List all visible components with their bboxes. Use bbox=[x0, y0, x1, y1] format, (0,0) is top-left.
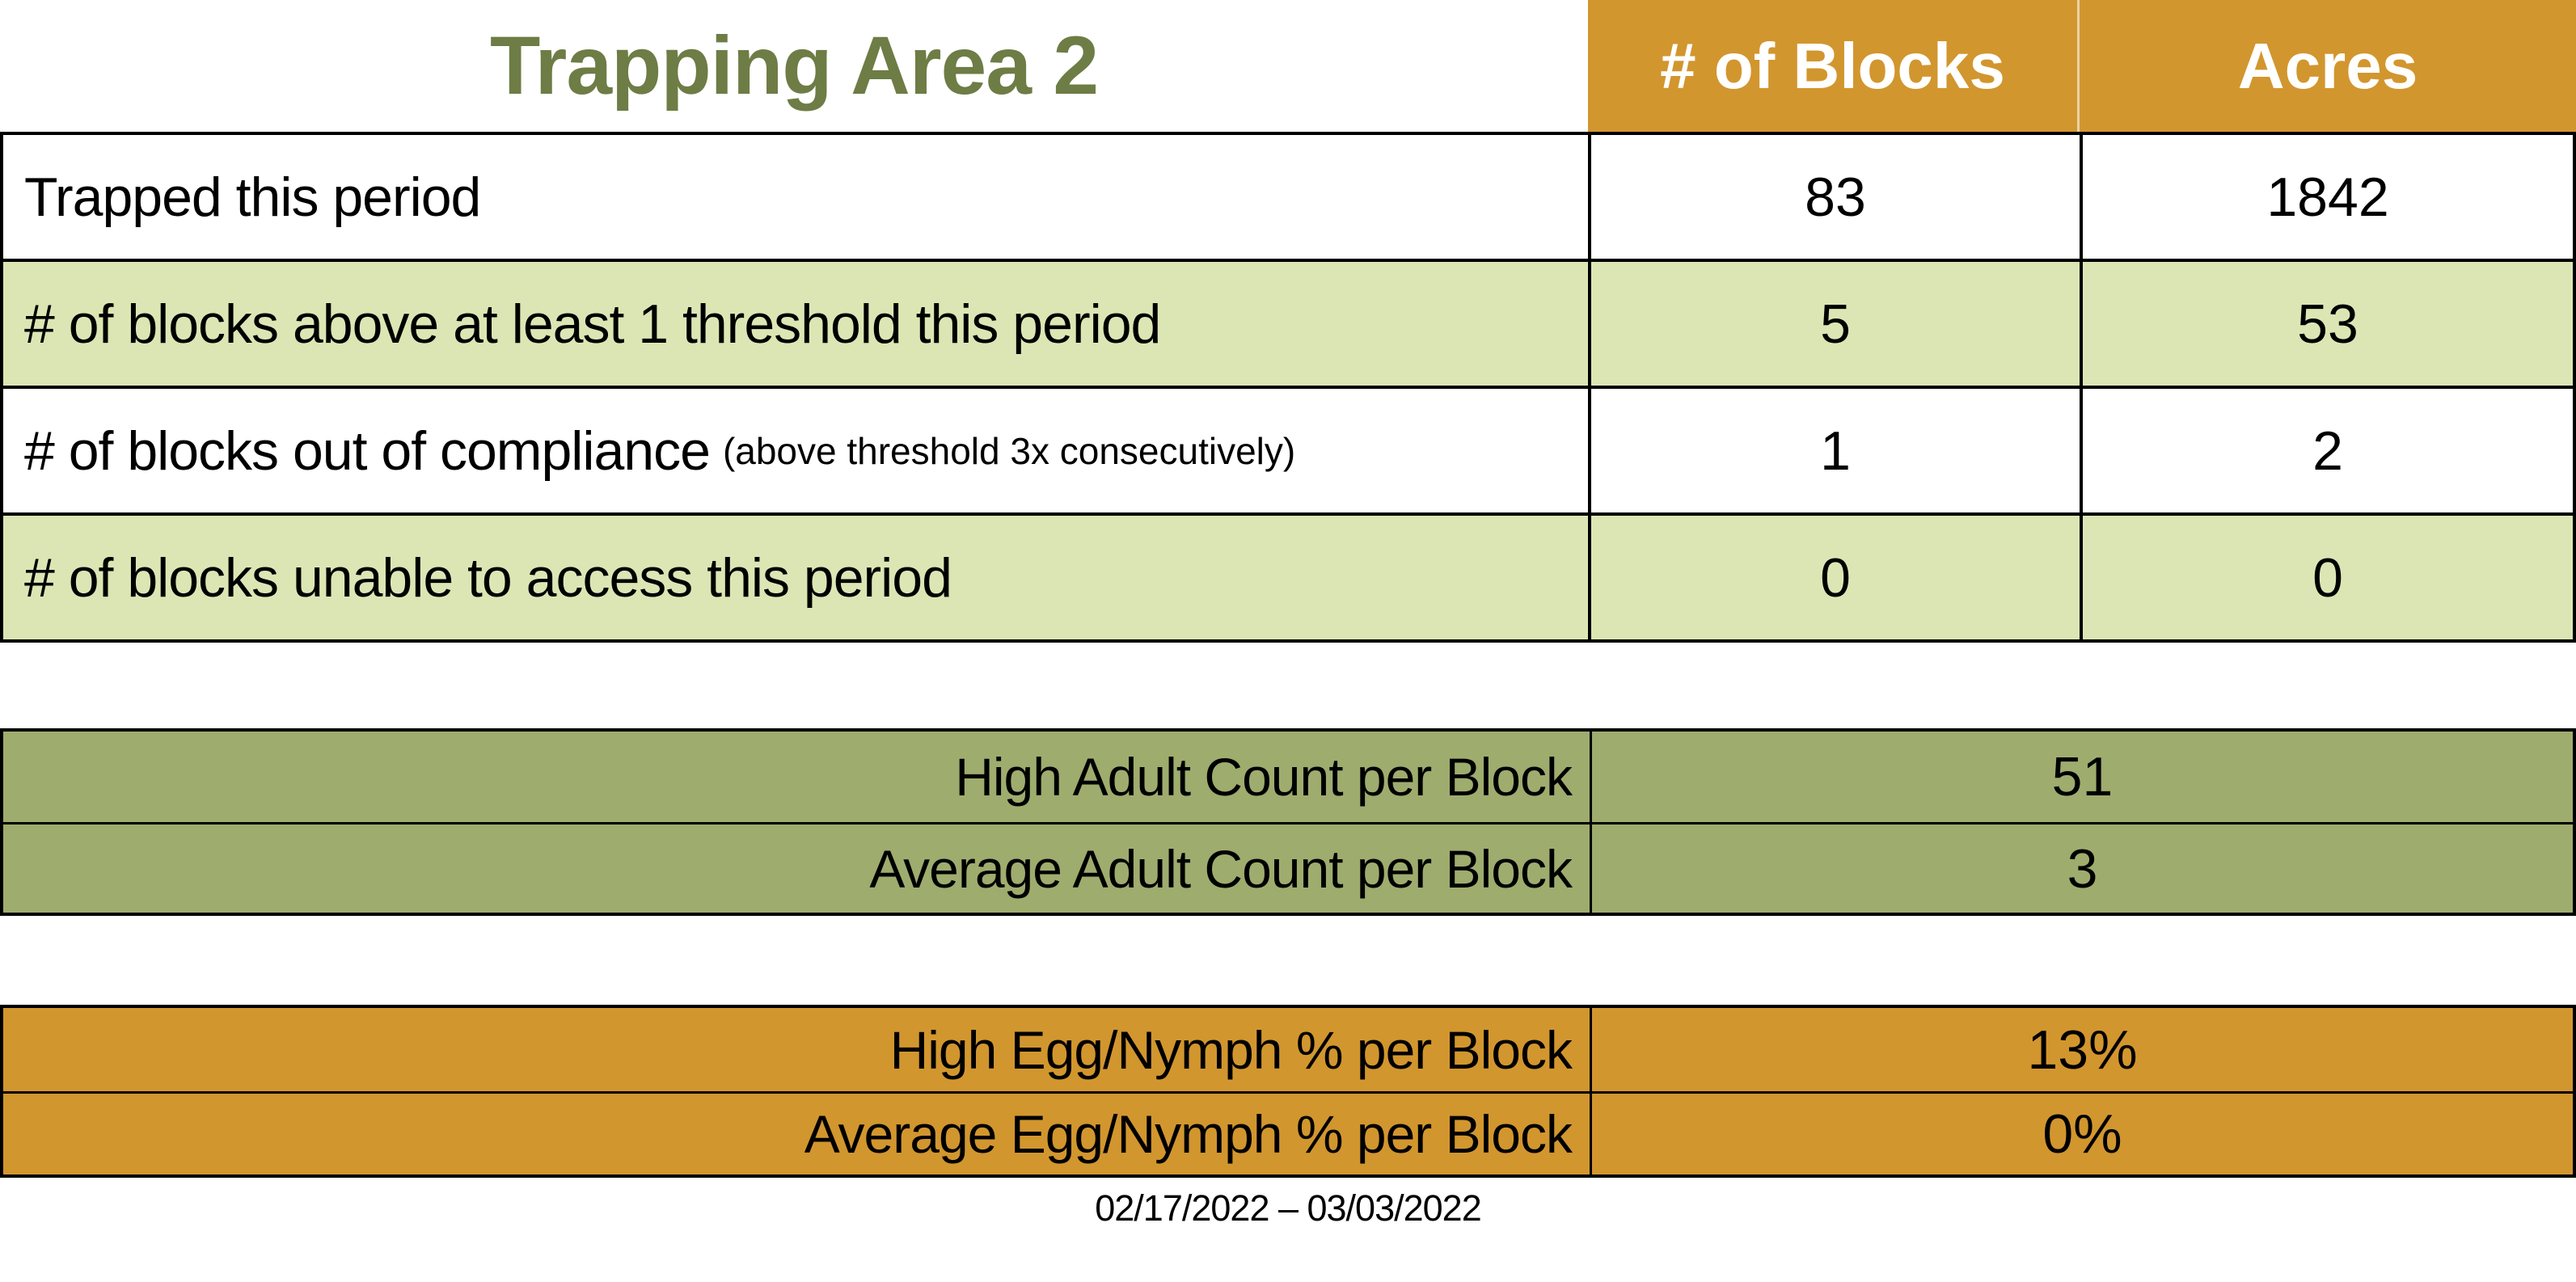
table-row-above-threshold: # of blocks above at least 1 threshold t… bbox=[0, 262, 2576, 389]
blocks-value: 0 bbox=[1588, 516, 2080, 639]
blocks-value: 83 bbox=[1588, 135, 2080, 259]
acres-value: 0 bbox=[2080, 516, 2573, 639]
adult-count-section: High Adult Count per Block 51 Average Ad… bbox=[0, 728, 2576, 916]
section-row-average-adult: Average Adult Count per Block 3 bbox=[3, 822, 2573, 913]
date-range-caption: 02/17/2022 – 03/03/2022 bbox=[1095, 1187, 1481, 1229]
table-row-trapped: Trapped this period 83 1842 bbox=[0, 135, 2576, 262]
section-row-label: Average Egg/Nymph % per Block bbox=[3, 1094, 1592, 1174]
section-row-value: 51 bbox=[2051, 746, 2114, 808]
egg-nymph-section: High Egg/Nymph % per Block 13% Average E… bbox=[0, 1005, 2576, 1178]
row-label-text: # of blocks above at least 1 threshold t… bbox=[24, 293, 1161, 355]
row-label-text: Trapped this period bbox=[24, 166, 481, 228]
row-label-note: (above threshold 3x consecutively) bbox=[722, 429, 1296, 472]
row-label: # of blocks unable to access this period bbox=[3, 516, 1588, 639]
section-row-label: Average Adult Count per Block bbox=[3, 824, 1592, 913]
trapping-table: Trapped this period 83 1842 # of blocks … bbox=[0, 132, 2576, 643]
page-title: Trapping Area 2 bbox=[489, 19, 1099, 112]
table-row-out-of-compliance: # of blocks out of compliance (above thr… bbox=[0, 389, 2576, 516]
row-label-text: # of blocks out of compliance bbox=[24, 420, 711, 482]
row-label: # of blocks above at least 1 threshold t… bbox=[3, 262, 1588, 386]
blocks-value: 1 bbox=[1588, 389, 2080, 512]
section-row-label: High Egg/Nymph % per Block bbox=[3, 1008, 1592, 1091]
acres-value: 2 bbox=[2080, 389, 2573, 512]
acres-value: 53 bbox=[2080, 262, 2573, 386]
acres-value: 1842 bbox=[2080, 135, 2573, 259]
section-row-label: High Adult Count per Block bbox=[3, 732, 1592, 822]
row-label: Trapped this period bbox=[3, 135, 1588, 259]
section-row-value: 13% bbox=[2027, 1018, 2138, 1081]
section-row-value: 3 bbox=[2067, 837, 2098, 900]
title-cell: Trapping Area 2 bbox=[0, 0, 1588, 132]
column-header-acres: Acres bbox=[2080, 0, 2576, 132]
section-row-value: 0% bbox=[2042, 1103, 2122, 1165]
section-row-average-egg: Average Egg/Nymph % per Block 0% bbox=[3, 1091, 2573, 1174]
section-row-high-adult: High Adult Count per Block 51 bbox=[3, 732, 2573, 822]
table-row-unable-to-access: # of blocks unable to access this period… bbox=[0, 516, 2576, 643]
row-label: # of blocks out of compliance (above thr… bbox=[3, 389, 1588, 512]
blocks-value: 5 bbox=[1588, 262, 2080, 386]
section-row-high-egg: High Egg/Nymph % per Block 13% bbox=[3, 1008, 2573, 1091]
header-row: Trapping Area 2 # of Blocks Acres bbox=[0, 0, 2576, 132]
column-header-blocks: # of Blocks bbox=[1588, 0, 2080, 132]
row-label-text: # of blocks unable to access this period bbox=[24, 546, 952, 609]
